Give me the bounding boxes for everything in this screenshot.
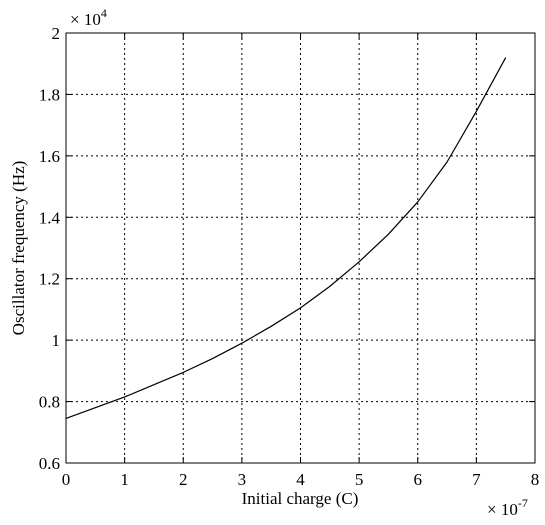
y-exponent-power: 4 <box>101 6 107 20</box>
series-line <box>65 57 507 420</box>
x-exponent-base: × 10 <box>487 500 518 519</box>
y-tick-label: 1 <box>52 331 61 350</box>
y-tick-label: 1.6 <box>39 147 60 166</box>
y-tick-label: 0.6 <box>39 454 60 473</box>
y-tick-label: 2 <box>52 24 61 43</box>
x-tick-label: 0 <box>62 470 71 489</box>
x-tick-label: 4 <box>296 470 305 489</box>
y-axis-label: Oscillator frequency (Hz) <box>9 161 28 336</box>
y-tick-label: 1.4 <box>39 208 61 227</box>
x-exponent-power: -7 <box>518 496 528 510</box>
x-tick-label: 2 <box>179 470 188 489</box>
y-exponent-label: × 104 <box>70 6 107 29</box>
x-tick-label: 1 <box>120 470 129 489</box>
y-tick-label: 1.2 <box>39 270 60 289</box>
x-tick-label: 6 <box>414 470 423 489</box>
tick-labels: 0 1 2 3 4 5 6 7 8 0.6 0.8 1 1.2 1.4 1.6 1.8 2 <box>39 24 540 489</box>
x-tick-label: 5 <box>355 470 364 489</box>
grid <box>66 33 535 463</box>
y-tick-label: 1.8 <box>39 85 60 104</box>
x-axis-label: Initial charge (C) <box>242 489 359 508</box>
x-tick-label: 3 <box>238 470 247 489</box>
x-exponent-label: × 10-7 <box>487 496 528 519</box>
x-tick-label: 7 <box>472 470 481 489</box>
y-exponent-base: × 10 <box>70 10 101 29</box>
x-tick-label: 8 <box>531 470 540 489</box>
series-group <box>65 57 507 420</box>
ticks <box>65 32 536 464</box>
y-tick-label: 0.8 <box>39 393 60 412</box>
